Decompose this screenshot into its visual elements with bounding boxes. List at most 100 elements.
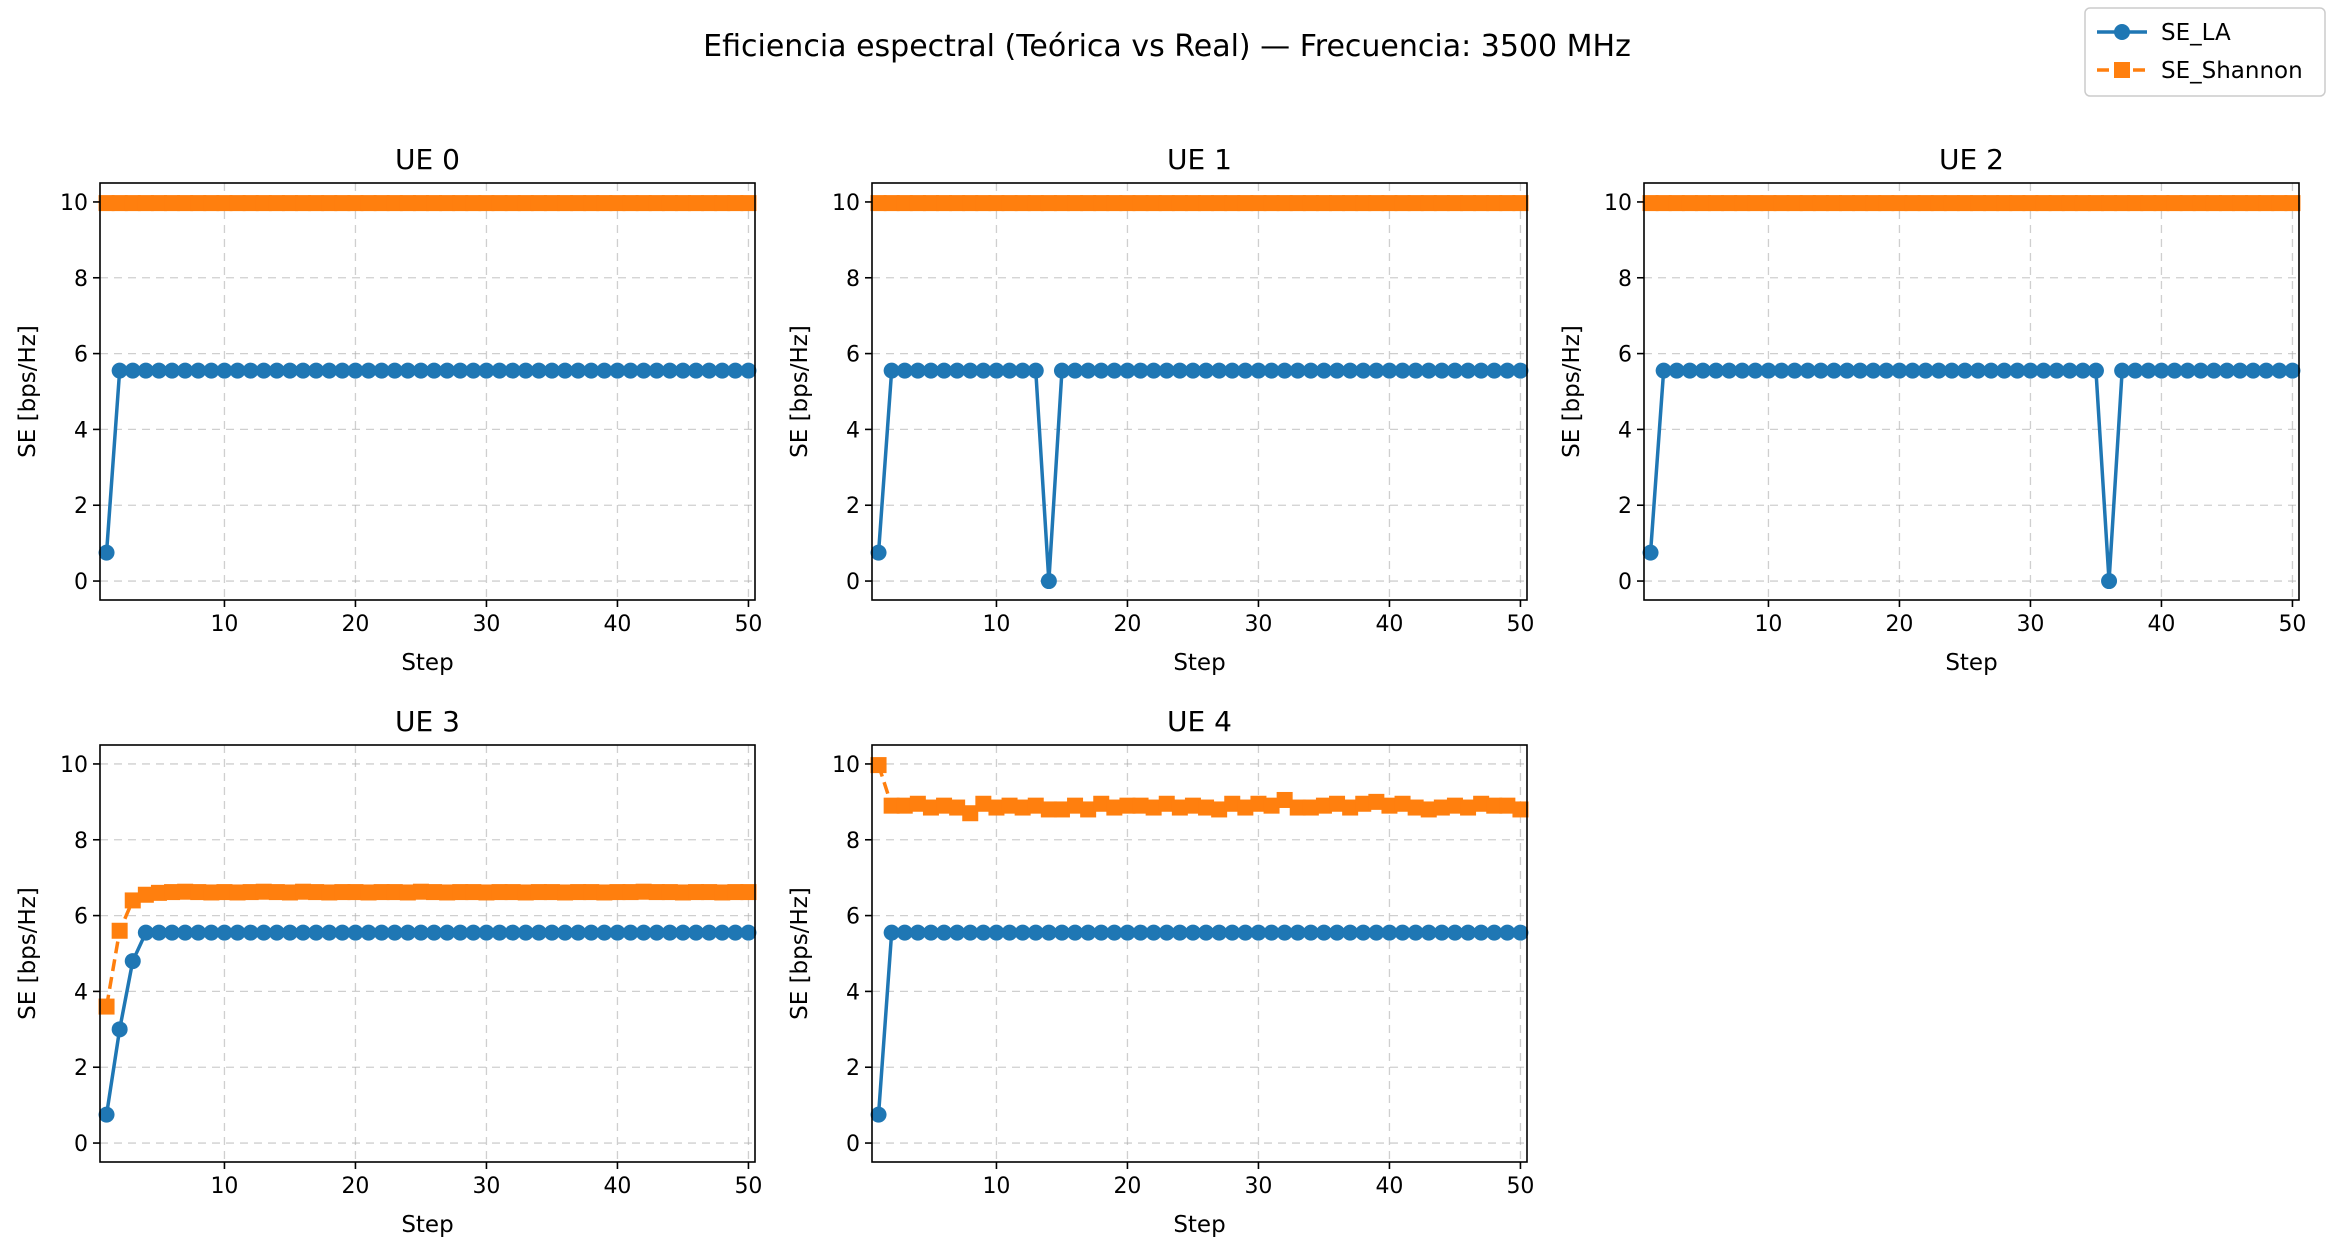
data-point <box>1053 362 1070 379</box>
data-point <box>242 884 259 901</box>
data-point <box>452 362 469 379</box>
data-point <box>1655 195 1672 212</box>
data-point <box>583 884 600 901</box>
data-point <box>517 362 534 379</box>
data-point <box>268 362 285 379</box>
data-point <box>491 884 508 901</box>
data-point <box>190 924 207 941</box>
subplot-title: UE 3 <box>395 705 460 738</box>
data-point <box>962 924 979 941</box>
data-point <box>281 924 298 941</box>
data-point <box>1263 797 1280 814</box>
series-se-shannon <box>98 195 757 212</box>
data-point <box>949 195 966 212</box>
data-point <box>98 998 115 1015</box>
data-point <box>1655 362 1672 379</box>
series-se-shannon <box>1642 195 2301 212</box>
data-point <box>1368 362 1385 379</box>
data-point <box>203 884 220 901</box>
series-se-shannon <box>870 757 1529 822</box>
data-point <box>557 195 574 212</box>
data-point <box>1106 924 1123 941</box>
data-point <box>909 195 926 212</box>
data-point <box>922 799 939 816</box>
data-point <box>1681 362 1698 379</box>
axes-frame <box>99 744 756 1163</box>
data-point <box>321 195 338 212</box>
data-point <box>988 195 1005 212</box>
data-point <box>740 884 757 901</box>
data-point <box>177 924 194 941</box>
data-point <box>1904 362 1921 379</box>
data-point <box>1852 362 1869 379</box>
data-point <box>609 884 626 901</box>
data-point <box>1812 195 1829 212</box>
data-point <box>570 924 587 941</box>
data-point <box>255 924 272 941</box>
data-point <box>1014 799 1031 816</box>
data-point <box>1433 799 1450 816</box>
data-point <box>1799 362 1816 379</box>
data-point <box>674 884 691 901</box>
data-point <box>1145 362 1162 379</box>
series-se-la <box>98 362 757 561</box>
data-point <box>216 362 233 379</box>
y-tick-label: 8 <box>74 267 88 292</box>
data-point <box>137 924 154 941</box>
data-point <box>570 884 587 901</box>
subplot-ue-1: 10 20 30 40 50 0 2 4 6 8 10 UE 1 Step SE [bps/Hz] <box>787 143 1534 676</box>
data-point <box>1329 795 1346 812</box>
data-point <box>1773 195 1790 212</box>
y-tick-label: 4 <box>846 980 860 1005</box>
data-point <box>988 924 1005 941</box>
data-point <box>1355 195 1372 212</box>
data-point <box>203 362 220 379</box>
data-point <box>1407 924 1424 941</box>
data-point <box>1878 362 1895 379</box>
data-point <box>975 195 992 212</box>
data-point <box>922 924 939 941</box>
data-point <box>321 884 338 901</box>
data-point <box>255 362 272 379</box>
data-point <box>164 362 181 379</box>
x-tick-label: 30 <box>1244 1174 1272 1199</box>
data-point <box>295 362 312 379</box>
data-point <box>1053 801 1070 818</box>
x-tick-label: 20 <box>1113 612 1141 637</box>
data-point <box>1132 924 1149 941</box>
data-point <box>674 195 691 212</box>
data-point <box>1001 195 1018 212</box>
data-point <box>2166 362 2183 379</box>
data-point <box>1171 362 1188 379</box>
data-point <box>111 922 128 939</box>
data-point <box>1460 924 1477 941</box>
data-point <box>583 362 600 379</box>
y-tick-label: 2 <box>74 1056 88 1081</box>
data-point <box>688 195 705 212</box>
data-point <box>727 924 744 941</box>
data-point <box>216 195 233 212</box>
data-point <box>1302 362 1319 379</box>
y-tick-label: 10 <box>60 191 88 216</box>
data-point <box>517 884 534 901</box>
data-point <box>896 797 913 814</box>
data-point <box>936 195 953 212</box>
plot-area <box>100 183 755 600</box>
data-point <box>1668 195 1685 212</box>
data-point <box>1119 362 1136 379</box>
data-point <box>360 362 377 379</box>
data-point <box>1930 362 1947 379</box>
data-point <box>347 362 364 379</box>
data-point <box>740 362 757 379</box>
data-point <box>150 195 167 212</box>
data-point <box>1171 924 1188 941</box>
data-point <box>164 924 181 941</box>
data-point <box>1473 924 1490 941</box>
data-point <box>1302 924 1319 941</box>
data-point <box>1211 362 1228 379</box>
y-axis-label: SE [bps/Hz] <box>1559 325 1585 458</box>
data-point <box>870 1106 887 1123</box>
data-point <box>609 924 626 941</box>
data-point <box>426 884 443 901</box>
